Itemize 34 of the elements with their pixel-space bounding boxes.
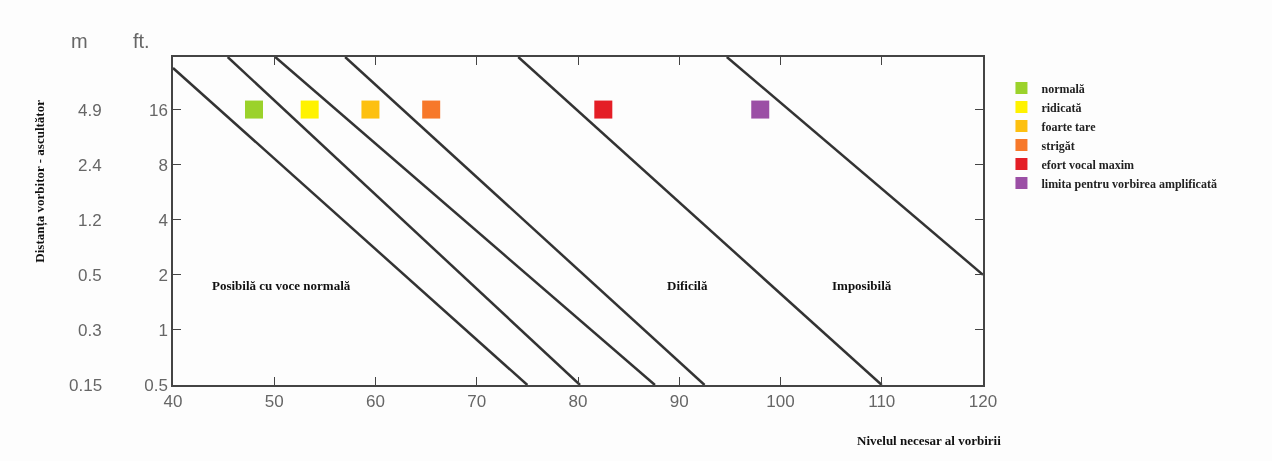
x-tick-label: 60	[366, 392, 385, 412]
y-tick-label: 16	[148, 100, 168, 120]
y-tick-label: 0.5	[144, 375, 168, 395]
legend-label: strigăt	[1041, 138, 1075, 153]
x-tick-label: 110	[868, 392, 896, 412]
text: 2.4	[78, 156, 102, 175]
text: m	[71, 30, 88, 52]
x-tick-label: 90	[669, 392, 689, 412]
y-tick-label: 2	[158, 265, 168, 285]
text: 1.2	[78, 211, 102, 230]
text: 0.5	[78, 266, 102, 285]
x-tick-label: 80	[568, 392, 588, 412]
legend-label: foarte tare	[1041, 119, 1097, 134]
annotation: Imposibilă	[832, 278, 892, 293]
annotation: Dificilă	[667, 278, 708, 293]
legend-label: limita pentru vorbirea amplificată	[1041, 176, 1217, 191]
x-axis-title: Nivelul necesar al vorbirii	[857, 433, 1002, 448]
y-tick-label: 8	[158, 155, 168, 175]
x-tick-label: 120	[968, 392, 998, 412]
y-tick-label: 1	[158, 320, 168, 340]
text: ft.	[133, 30, 150, 52]
x-tick-label: 50	[264, 392, 284, 412]
text: Distanța vorbitor - ascultător	[32, 99, 49, 263]
x-tick-label: 100	[766, 392, 795, 412]
text: 0.15	[69, 376, 103, 395]
x-tick-label: 40	[163, 392, 183, 412]
x-tick-label: 70	[467, 392, 487, 412]
legend-label: ridicată	[1041, 100, 1082, 115]
text: 4.9	[78, 101, 102, 120]
annotation: Posibilă cu voce normală	[212, 278, 351, 293]
legend-label: normală	[1041, 81, 1085, 96]
text: 0.3	[78, 321, 102, 340]
legend-label: efort vocal maxim	[1041, 157, 1135, 172]
y-tick-label: 4	[158, 210, 168, 230]
